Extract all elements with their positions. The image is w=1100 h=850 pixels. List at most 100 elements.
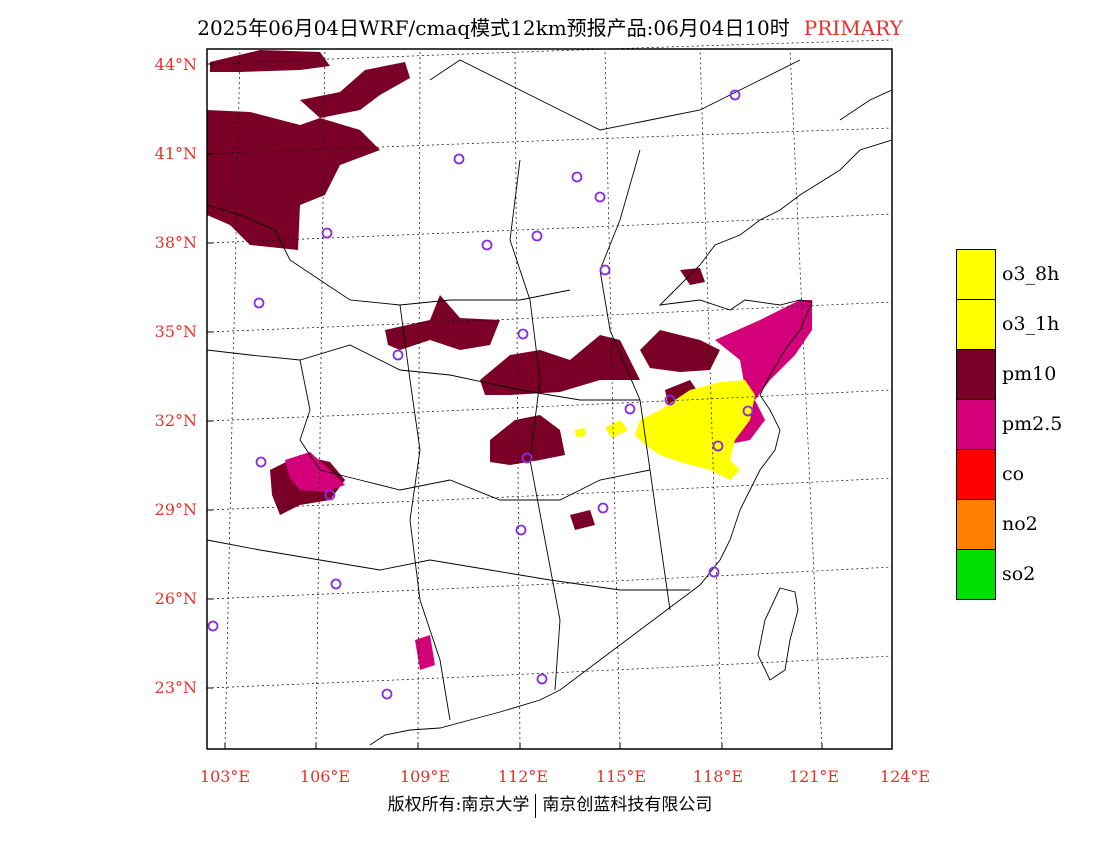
legend-swatch bbox=[956, 349, 996, 400]
station-marker bbox=[392, 349, 404, 361]
legend-label: pm2.5 bbox=[1002, 413, 1063, 435]
gridlines bbox=[206, 39, 893, 750]
border-3 bbox=[299, 359, 651, 501]
lon-ticks: 103°E 106°E 109°E 112°E 115°E 118°E 121°… bbox=[200, 767, 930, 786]
station-marker bbox=[330, 578, 342, 590]
boundaries bbox=[206, 59, 893, 746]
lat-tick-label: 26°N bbox=[155, 589, 197, 608]
station-marker bbox=[599, 264, 611, 276]
lon-tick-label: 103°E bbox=[200, 767, 250, 786]
lon-tick-label: 112°E bbox=[498, 767, 548, 786]
legend-item-o3-8h: o3_8h bbox=[956, 249, 1096, 300]
title-text: 2025年06月04日WRF/cmaq模式12km预报产品:06月04日10时 bbox=[197, 16, 790, 40]
station-marker bbox=[255, 456, 267, 468]
legend-item-no2: no2 bbox=[956, 499, 1096, 550]
taiwan bbox=[757, 587, 799, 681]
footer-divider bbox=[535, 793, 537, 818]
lon-tick-marks bbox=[224, 743, 823, 749]
copyright-right: 南京创蓝科技有限公司 bbox=[542, 795, 713, 815]
station-marker bbox=[571, 171, 583, 183]
lon-tick-label: 109°E bbox=[400, 767, 450, 786]
border-1 bbox=[206, 204, 571, 306]
pm25-patch-guangxi bbox=[415, 635, 435, 670]
lat-tick-marks bbox=[207, 63, 213, 689]
station-marker bbox=[712, 440, 724, 452]
pm10-patch-central bbox=[385, 295, 500, 350]
border-8 bbox=[429, 59, 801, 131]
lat-tick-label: 41°N bbox=[155, 144, 197, 163]
lon-tick-label: 121°E bbox=[789, 767, 839, 786]
legend-swatch bbox=[956, 299, 996, 350]
station-markers bbox=[207, 89, 754, 700]
station-marker bbox=[381, 688, 393, 700]
station-marker bbox=[531, 230, 543, 242]
station-marker bbox=[624, 403, 636, 415]
pm10-patch-east bbox=[640, 330, 720, 372]
border-7 bbox=[599, 149, 671, 611]
legend-item-o3-1h: o3_1h bbox=[956, 299, 1096, 350]
o3-patch-jiangsu bbox=[635, 380, 755, 480]
lat-tick-label: 35°N bbox=[155, 322, 197, 341]
station-marker bbox=[536, 673, 548, 685]
o3-patch-small bbox=[605, 420, 628, 438]
pollutant-legend: o3_8h o3_1h pm10 pm2.5 co no2 so2 bbox=[956, 249, 1096, 600]
legend-item-pm10: pm10 bbox=[956, 349, 1096, 400]
station-marker bbox=[481, 239, 493, 251]
legend-item-pm25: pm2.5 bbox=[956, 399, 1096, 450]
station-marker bbox=[594, 191, 606, 203]
lat-tick-label: 29°N bbox=[155, 500, 197, 519]
lon-tick-label: 115°E bbox=[596, 767, 646, 786]
legend-label: o3_1h bbox=[1002, 313, 1060, 335]
legend-swatch bbox=[956, 449, 996, 500]
pm10-patch-hubei bbox=[490, 415, 565, 465]
pm10-patch-north bbox=[207, 110, 380, 250]
map-plot-area bbox=[206, 39, 893, 750]
lon-tick-label: 106°E bbox=[300, 767, 350, 786]
o3-patch-small2 bbox=[575, 428, 586, 437]
map-title: 2025年06月04日WRF/cmaq模式12km预报产品:06月04日10时 P… bbox=[0, 12, 1100, 41]
o3-patches bbox=[575, 380, 755, 480]
station-marker bbox=[521, 452, 533, 464]
map-frame bbox=[206, 48, 893, 750]
pm25-patch-sichuan bbox=[285, 452, 345, 492]
copyright-footer: 版权所有:南京大学 南京创蓝科技有限公司 bbox=[0, 790, 1100, 818]
lat-ticks: 44°N 41°N 38°N 35°N 32°N 29°N 26°N 23°N bbox=[155, 55, 197, 697]
pm10-patches bbox=[207, 50, 720, 530]
border-5 bbox=[399, 304, 451, 721]
legend-swatch bbox=[956, 499, 996, 550]
legend-label: co bbox=[1002, 463, 1025, 485]
border-2 bbox=[206, 344, 640, 401]
legend-swatch bbox=[956, 549, 996, 600]
pm10-patch-mongolia bbox=[300, 62, 410, 118]
border-6 bbox=[509, 159, 561, 691]
legend-label: pm10 bbox=[1002, 363, 1057, 385]
pm10-patch-northtop bbox=[210, 50, 330, 72]
legend-item-co: co bbox=[956, 449, 1096, 500]
station-marker bbox=[515, 524, 527, 536]
station-marker bbox=[597, 502, 609, 514]
legend-label: o3_8h bbox=[1002, 263, 1060, 285]
coastline bbox=[369, 139, 893, 746]
lat-tick-label: 38°N bbox=[155, 233, 197, 252]
korea bbox=[839, 89, 893, 121]
title-primary-tag: PRIMARY bbox=[803, 16, 903, 40]
station-marker bbox=[207, 620, 219, 632]
station-marker bbox=[324, 489, 336, 501]
pm10-patch-shandong bbox=[680, 268, 705, 285]
station-marker bbox=[453, 153, 465, 165]
legend-swatch bbox=[956, 399, 996, 450]
pm10-patch-huang bbox=[480, 335, 640, 395]
lat-tick-label: 44°N bbox=[155, 55, 197, 74]
pm25-patch-coast bbox=[715, 300, 812, 400]
copyright-left: 版权所有:南京大学 bbox=[387, 795, 530, 815]
legend-label: no2 bbox=[1002, 513, 1038, 535]
station-marker bbox=[253, 297, 265, 309]
station-marker bbox=[517, 328, 529, 340]
station-marker bbox=[708, 566, 720, 578]
border-4 bbox=[206, 539, 690, 591]
station-marker bbox=[729, 89, 741, 101]
legend-label: so2 bbox=[1002, 563, 1036, 585]
lon-tick-label: 124°E bbox=[880, 767, 930, 786]
legend-item-so2: so2 bbox=[956, 549, 1096, 600]
lon-tick-label: 118°E bbox=[693, 767, 743, 786]
